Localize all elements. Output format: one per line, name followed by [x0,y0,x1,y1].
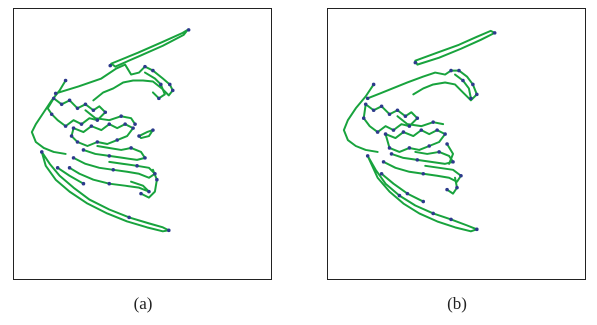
panel-b-image [327,8,586,280]
edge-map-a [30,28,191,233]
panel-a-image [13,8,272,280]
edge-map-b [342,29,497,233]
caption-b: (b) [447,294,467,313]
caption-a: (a) [133,294,153,313]
